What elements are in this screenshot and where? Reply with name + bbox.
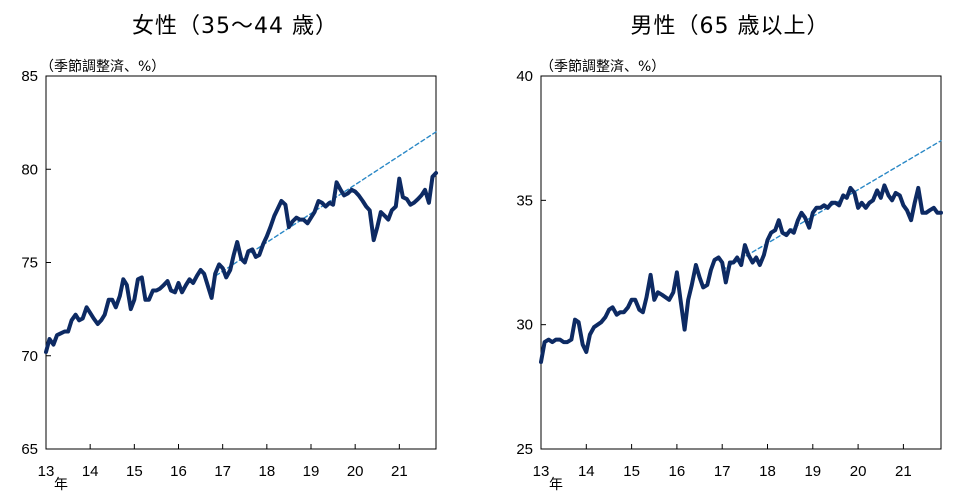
x-tick-label: 15 <box>623 463 640 480</box>
x-tick-label: 21 <box>895 463 912 480</box>
unit-note: （季節調整済、%） <box>540 59 666 75</box>
y-tick-label: 65 <box>21 441 38 458</box>
data-line <box>44 171 438 354</box>
x-tick-label: 14 <box>82 463 99 480</box>
y-tick-label: 30 <box>516 317 533 334</box>
y-tick-label: 70 <box>21 348 38 365</box>
x-tick-label: 17 <box>714 463 731 480</box>
x-tick-label: 16 <box>669 463 686 480</box>
x-tick-label: 19 <box>303 463 320 480</box>
line-chart-male: 25 30 35 40 13 14 15 16 17 18 19 20 21 年 <box>516 68 943 492</box>
y-tick-label: 35 <box>516 192 533 209</box>
chart-panel-male: 男性（65 歳以上） （季節調整済、%） 25 30 35 40 13 14 15 16 17 1… <box>495 0 965 498</box>
data-line <box>539 183 943 364</box>
y-tick-label: 85 <box>21 68 38 85</box>
x-tick-label: 19 <box>804 463 821 480</box>
x-tick-label: 13 <box>533 463 550 480</box>
y-tick-label: 75 <box>21 255 38 272</box>
x-tick-label: 20 <box>850 463 867 480</box>
x-tick-label: 21 <box>391 463 408 480</box>
plot-frame <box>540 75 942 450</box>
y-tick-label: 40 <box>516 68 533 85</box>
chart-title: 男性（65 歳以上） <box>630 14 830 39</box>
x-tick-label: 20 <box>347 463 364 480</box>
plot-frame <box>45 75 437 450</box>
x-tick-label: 15 <box>126 463 143 480</box>
chart-title: 女性（35～44 歳） <box>132 14 338 39</box>
x-tick-label: 14 <box>578 463 595 480</box>
x-tick-label: 18 <box>258 463 275 480</box>
x-unit-label: 年 <box>54 476 68 492</box>
x-tick-label: 13 <box>38 463 55 480</box>
y-tick-label: 80 <box>21 161 38 178</box>
x-tick-label: 18 <box>759 463 776 480</box>
y-tick-label: 25 <box>516 441 533 458</box>
x-tick-label: 17 <box>214 463 231 480</box>
line-chart-female: 65 70 75 80 85 13 14 15 16 17 18 19 20 21 年 <box>21 68 438 492</box>
x-tick-label: 16 <box>170 463 187 480</box>
chart-panel-female: 女性（35～44 歳） （季節調整済、%） 65 70 75 80 85 13 14 15 16… <box>0 0 470 498</box>
x-unit-label: 年 <box>549 476 563 492</box>
unit-note: （季節調整済、%） <box>40 59 166 75</box>
